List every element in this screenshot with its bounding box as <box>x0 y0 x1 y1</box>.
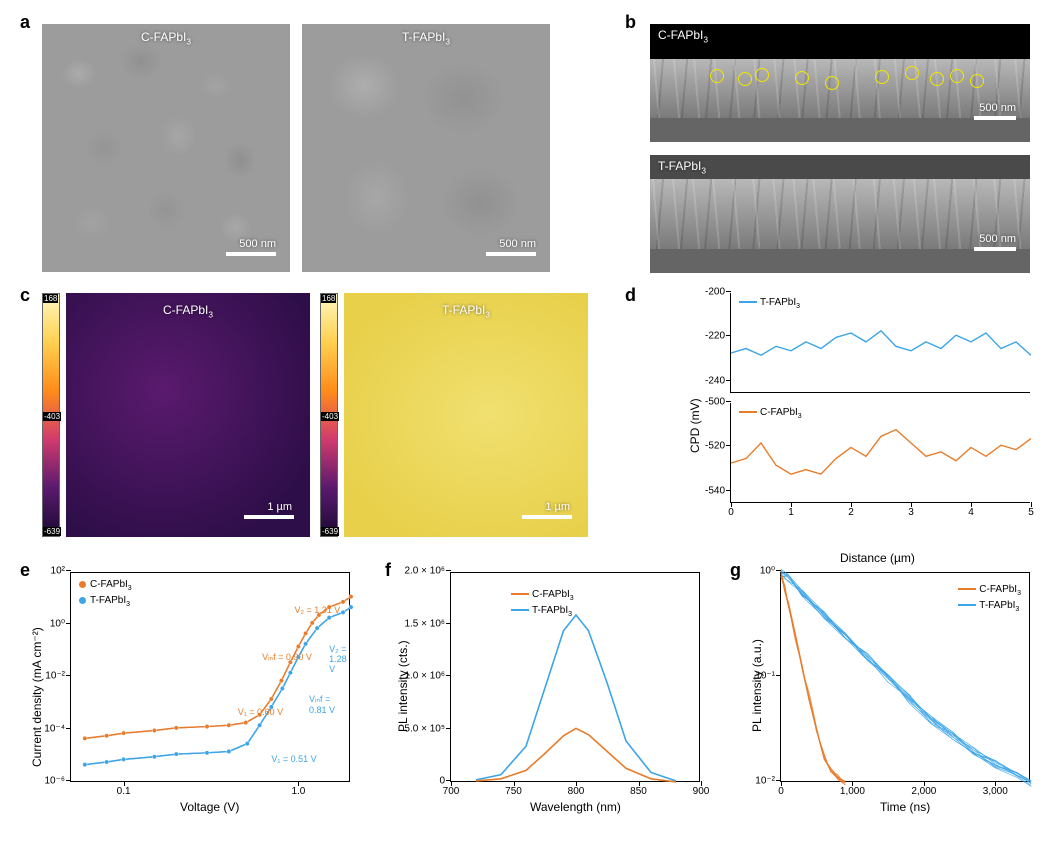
panel-d-container: T-FAPbI3 -240-220-200 C-FAPbI3 -540-520-… <box>690 293 1030 543</box>
chart-e: C-FAPbI3 T-FAPbI3 0.11.010⁻⁶10⁻⁴10⁻²10⁰1… <box>70 572 350 782</box>
void-circle <box>755 68 769 82</box>
row-ab: a b C-FAPbI3 500 nm T-FAPbI3 500 nm C-FA… <box>10 10 1041 280</box>
annot-e: V₂ = 1.31 V <box>294 605 340 615</box>
label-d: d <box>625 285 636 306</box>
void-circle <box>905 66 919 80</box>
scaletext-b1: 500 nm <box>979 102 1016 114</box>
void-circle <box>795 71 809 85</box>
row-efg: e f g C-FAPbI3 T-FAPbI3 0.11.010⁻⁶10⁻⁴10… <box>10 560 1041 840</box>
kpfm-c: 168 -403 -639 CPD (mV) C-FAPbI3 1 µm <box>42 293 312 537</box>
annot-e: Vᵢₙf = 0.90 V <box>262 652 312 663</box>
ylabel-d: CPD (mV) <box>688 398 702 453</box>
kpfm-t-label: T-FAPbI3 <box>442 303 490 319</box>
scaletext-c2: 1 µm <box>545 501 570 513</box>
xsec-t-film <box>650 179 1030 250</box>
kpfm-t-area: T-FAPbI3 1 µm <box>344 293 588 537</box>
xlabel-f: Wavelength (nm) <box>530 800 621 814</box>
panel-g-container: C-FAPbI3 T-FAPbI3 01,0002,0003,00010⁻²10… <box>780 572 1030 782</box>
label-b: b <box>625 12 636 33</box>
sem-cfapbi3: C-FAPbI3 500 nm <box>42 24 290 272</box>
xsec-t-top <box>650 155 1030 179</box>
svg-f <box>451 573 701 783</box>
scalebar-b2 <box>974 247 1016 251</box>
sem-label-t: T-FAPbI3 <box>402 30 450 46</box>
void-circle <box>738 72 752 86</box>
kpfm-bar2-mid: -403 <box>321 412 339 421</box>
annot-e: V₁ = 0.60 V <box>238 707 283 717</box>
label-c: c <box>20 285 30 306</box>
chart-d-bot: C-FAPbI3 -540-520-500012345 <box>730 403 1030 503</box>
xsec-c: C-FAPbI3 500 nm <box>650 24 1030 142</box>
annot-e: V₂ = 1.28 V <box>329 644 349 674</box>
xsec-c-sub <box>650 118 1030 142</box>
scaletext-c1: 1 µm <box>267 501 292 513</box>
xlabel-g: Time (ns) <box>880 800 930 814</box>
label-g: g <box>730 560 741 581</box>
legend-f: C-FAPbI3 T-FAPbI3 <box>511 588 574 620</box>
kpfm-bar-bot: -639 <box>43 527 61 536</box>
scaletext-a2: 500 nm <box>499 238 536 250</box>
void-circle <box>825 76 839 90</box>
chart-g: C-FAPbI3 T-FAPbI3 01,0002,0003,00010⁻²10… <box>780 572 1030 782</box>
scaletext-a1: 500 nm <box>239 238 276 250</box>
annot-e: V₁ = 0.51 V <box>271 754 316 764</box>
void-circle <box>950 69 964 83</box>
legend-e: C-FAPbI3 T-FAPbI3 <box>79 578 132 610</box>
scalebar-b1 <box>974 116 1016 120</box>
panel-f-container: C-FAPbI3 T-FAPbI3 70075080085090005.0 × … <box>450 572 700 782</box>
kpfm-c-label: C-FAPbI3 <box>163 303 213 319</box>
sem-tfapbi3: T-FAPbI3 500 nm <box>302 24 550 272</box>
kpfm-t: 168 -403 -639 CPD (mV) T-FAPbI3 1 µm <box>320 293 590 537</box>
legend-d-top: T-FAPbI3 <box>739 297 800 310</box>
void-circle <box>875 70 889 84</box>
chart-d-top: T-FAPbI3 -240-220-200 <box>730 293 1030 393</box>
scalebar-c1 <box>244 515 294 519</box>
ylabel-e: Current density (mA cm⁻²) <box>30 627 44 767</box>
kpfm-bar2-bot: -639 <box>321 527 339 536</box>
xsec-c-label: C-FAPbI3 <box>658 28 708 44</box>
scalebar-c2 <box>522 515 572 519</box>
chart-f: C-FAPbI3 T-FAPbI3 70075080085090005.0 × … <box>450 572 700 782</box>
ylabel-f: PL intensity (cts.) <box>396 640 410 732</box>
kpfm-c-bar: 168 -403 -639 CPD (mV) <box>42 293 60 537</box>
ylabel-g: PL intensity (a.u.) <box>750 639 764 732</box>
scalebar-a1 <box>226 252 276 256</box>
void-circle <box>930 72 944 86</box>
annot-e: Vᵢₙf = 0.81 V <box>309 694 349 715</box>
xlabel-e: Voltage (V) <box>180 800 239 814</box>
xsec-t-sub <box>650 249 1030 273</box>
kpfm-t-bar: 168 -403 -639 CPD (mV) <box>320 293 338 537</box>
void-circle <box>970 74 984 88</box>
row-cd: c d 168 -403 -639 CPD (mV) C-FAPbI3 1 µm… <box>10 285 1041 555</box>
kpfm-bar-top: 168 <box>43 294 58 303</box>
xsec-t: T-FAPbI3 500 nm <box>650 155 1030 273</box>
scalebar-a2 <box>486 252 536 256</box>
kpfm-bar2-top: 168 <box>321 294 336 303</box>
scaletext-b2: 500 nm <box>979 233 1016 245</box>
kpfm-bar-mid: -403 <box>43 412 61 421</box>
legend-d-bot: C-FAPbI3 <box>739 407 802 420</box>
label-f: f <box>385 560 391 581</box>
xsec-c-film <box>650 59 1030 118</box>
panel-e-container: C-FAPbI3 T-FAPbI3 0.11.010⁻⁶10⁻⁴10⁻²10⁰1… <box>70 572 350 782</box>
label-a: a <box>20 12 30 33</box>
kpfm-c-area: C-FAPbI3 1 µm <box>66 293 310 537</box>
void-circle <box>710 69 724 83</box>
label-e: e <box>20 560 30 581</box>
sem-label-c: C-FAPbI3 <box>141 30 191 46</box>
xsec-t-label: T-FAPbI3 <box>658 159 706 175</box>
legend-g: C-FAPbI3 T-FAPbI3 <box>958 583 1021 615</box>
